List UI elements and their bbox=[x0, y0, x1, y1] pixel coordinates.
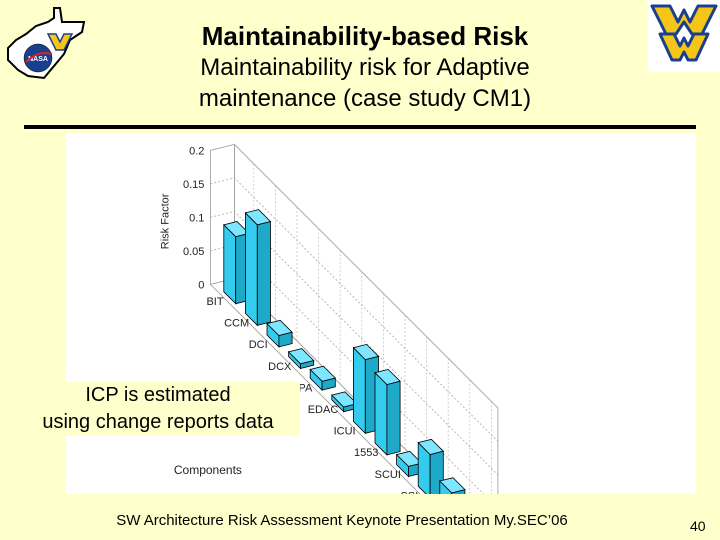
x-tick-label: DCX bbox=[268, 361, 292, 373]
bar-front-face bbox=[374, 371, 388, 456]
annotation-line1: ICP is estimated bbox=[85, 384, 231, 406]
bar bbox=[266, 319, 293, 348]
x-tick-label: DCI bbox=[249, 339, 268, 351]
y-axis-label: Risk Factor bbox=[159, 193, 171, 249]
bar-top-face bbox=[266, 319, 293, 336]
x-tick-label: 1553 bbox=[354, 447, 378, 459]
annotation-text: ICP is estimated using change reports da… bbox=[16, 382, 300, 436]
footer-text: SW Architecture Risk Assessment Keynote … bbox=[116, 512, 568, 529]
nasa-meatball bbox=[23, 43, 53, 73]
x-tick-label: BIT bbox=[206, 296, 223, 308]
bar-top-face bbox=[439, 477, 466, 494]
bar-top-face bbox=[309, 365, 337, 382]
slide-subtitle-line2: maintenance (case study CM1) bbox=[198, 85, 532, 112]
bar bbox=[374, 368, 401, 456]
slide-subtitle-line1: Maintainability risk for Adaptive bbox=[200, 54, 530, 81]
bar bbox=[244, 209, 272, 327]
bar-top-face bbox=[244, 209, 272, 226]
bar-front-face bbox=[352, 346, 366, 435]
title-divider bbox=[24, 125, 696, 129]
slide-title-block: Maintainability-based Risk Maintainabili… bbox=[110, 20, 620, 114]
bar bbox=[287, 348, 315, 370]
wv-flying-logo-small bbox=[46, 33, 74, 51]
bar-front-face bbox=[244, 211, 258, 327]
bar bbox=[309, 365, 337, 392]
page-number: 40 bbox=[690, 518, 706, 534]
bar-top-face bbox=[374, 368, 401, 385]
nasa-label: NASA bbox=[28, 56, 48, 63]
wv-nasa-logo: NASA bbox=[4, 4, 90, 82]
bar-side-face bbox=[386, 380, 401, 456]
wvu-logo bbox=[648, 0, 720, 72]
y-tick-label: 0.05 bbox=[183, 246, 204, 258]
y-gridline bbox=[210, 177, 499, 442]
x-tick-label: SSI bbox=[401, 490, 419, 494]
y-tick-label: 0.2 bbox=[189, 145, 204, 157]
x-axis-label: Components bbox=[174, 463, 242, 477]
y-gridline bbox=[210, 210, 499, 476]
x-tick-label: SCUI bbox=[375, 469, 401, 481]
bar-top-face bbox=[417, 438, 445, 455]
annotation-line2: using change reports data bbox=[42, 411, 274, 433]
slide-title: Maintainability-based Risk bbox=[201, 21, 529, 51]
x-tick-label: EDAC bbox=[308, 404, 339, 416]
bar bbox=[439, 477, 466, 494]
bar-front-face bbox=[223, 223, 237, 305]
y-gridline bbox=[210, 143, 499, 409]
bar-top-face bbox=[352, 343, 380, 361]
bar-side-face bbox=[256, 220, 271, 326]
x-tick-label: ICUI bbox=[334, 426, 356, 438]
x-tick-label: CCM bbox=[224, 318, 249, 330]
y-tick-label: 0.1 bbox=[189, 212, 204, 224]
y-tick-label: 0.15 bbox=[183, 179, 204, 191]
bar-top-face bbox=[287, 348, 315, 365]
y-tick-label: 0 bbox=[198, 279, 204, 291]
